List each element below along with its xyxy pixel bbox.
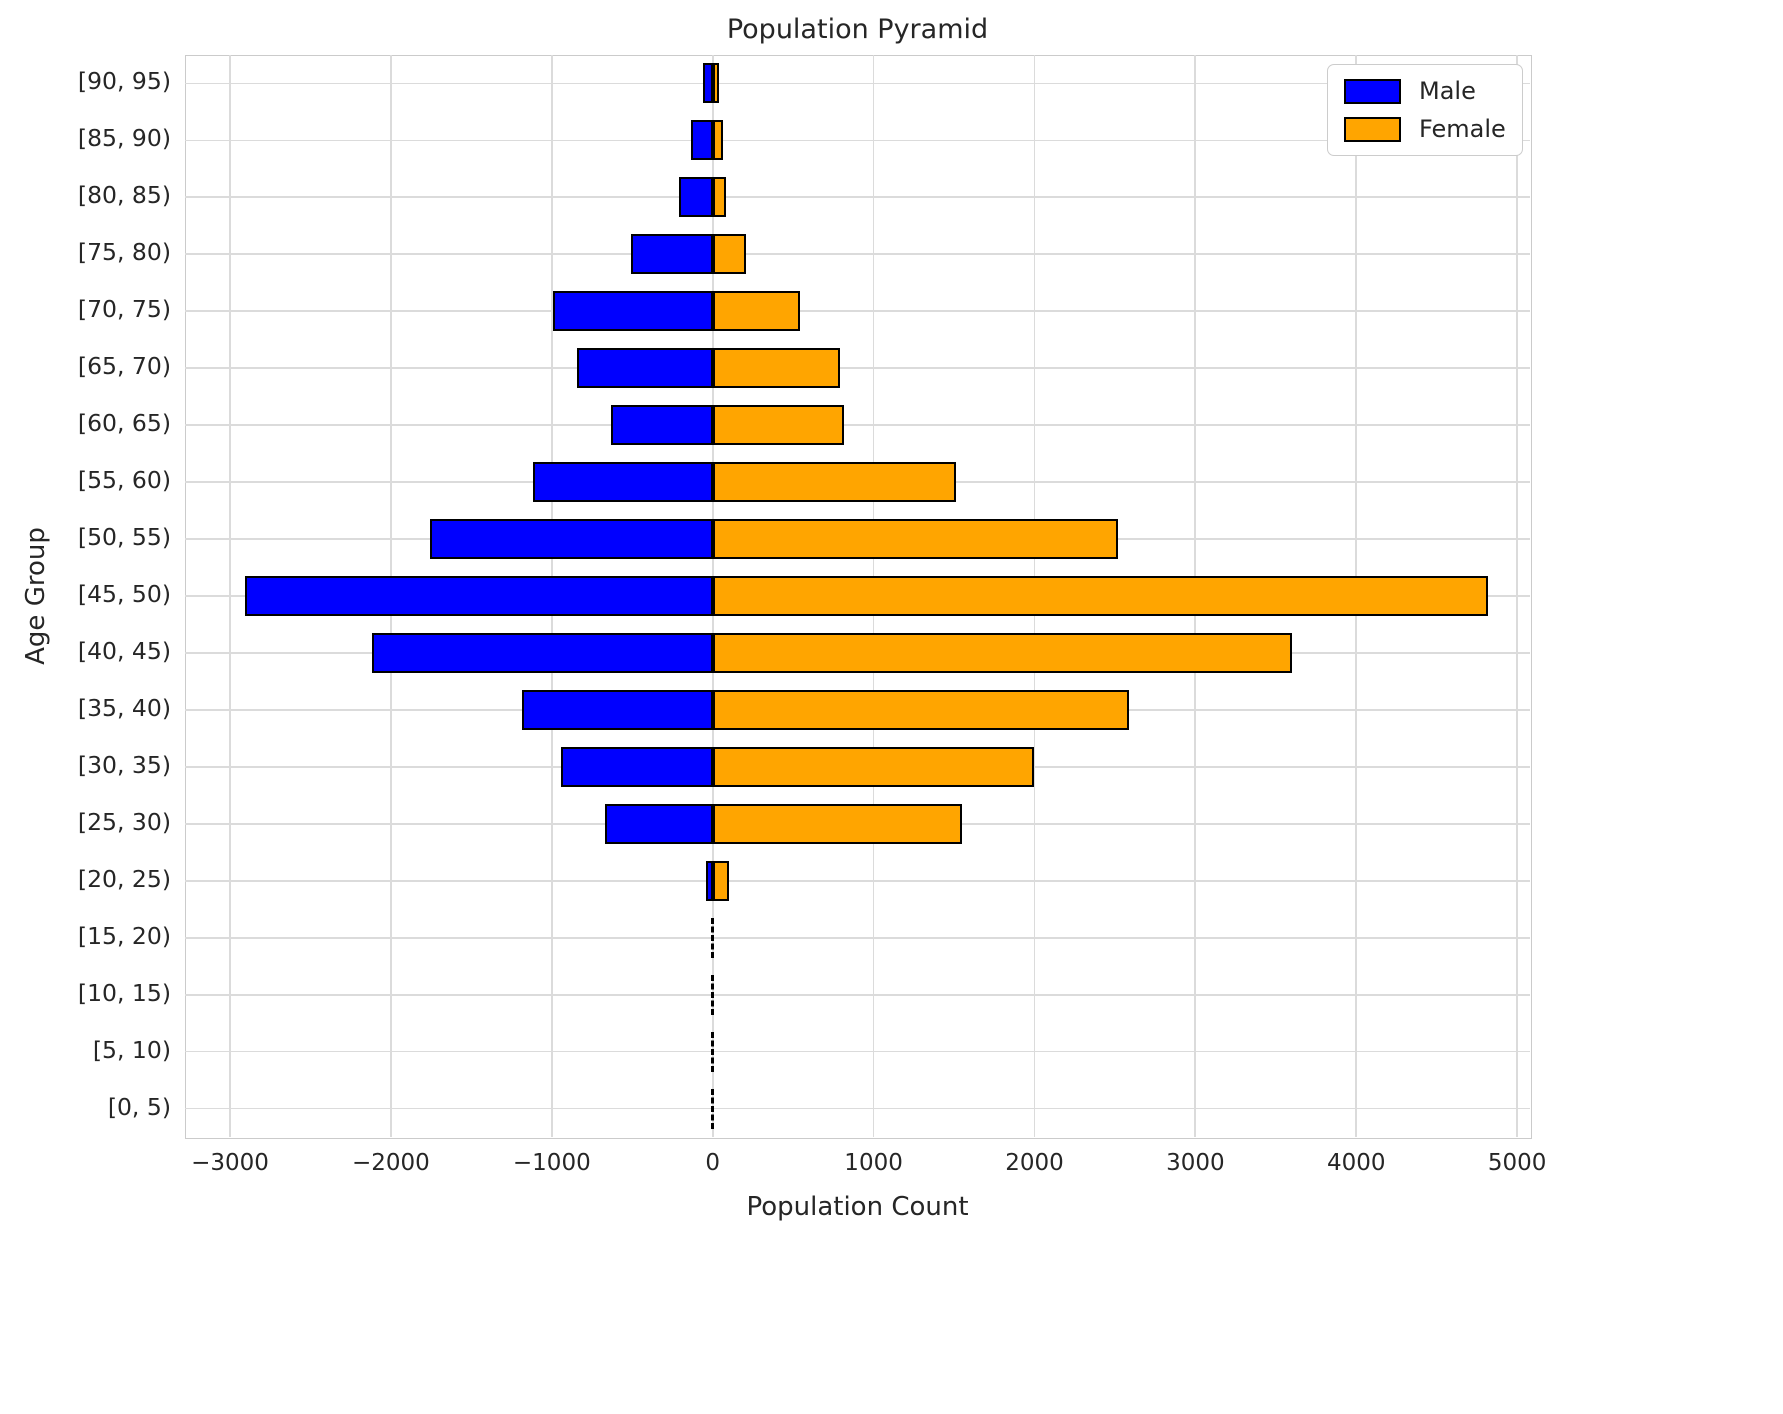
y-tick-label: [40, 45) [77,636,171,665]
y-tick-label: [65, 70) [77,352,171,381]
bar-male [604,803,713,844]
x-tick-label: −1000 [512,1150,591,1176]
y-gridline [185,196,1530,199]
bar-female [712,803,963,844]
bar-male [631,234,713,275]
y-tick-label: [10, 15) [77,978,171,1007]
bar-male [576,348,713,389]
legend-item-female: Female [1344,115,1506,143]
bar-female [712,234,746,275]
bar-female [712,348,840,389]
bar-female [712,177,727,218]
bar-female [712,689,1130,730]
y-gridline [185,253,1530,256]
bar-female [712,120,724,161]
bar-male [522,689,713,730]
bar-female [712,405,844,446]
x-gridline [1516,55,1519,1137]
x-tick-label: 5000 [1487,1150,1547,1176]
y-tick-label: [70, 75) [77,295,171,324]
zero-value-marker [711,974,715,1015]
y-gridline [185,367,1530,370]
bar-female [712,291,800,332]
bar-male [429,519,713,560]
x-axis-label: Population Count [746,1192,969,1222]
legend-label: Male [1419,77,1476,105]
bar-male [690,120,713,161]
y-tick-label: [0, 5) [107,1092,171,1121]
legend-swatch-female [1344,116,1401,142]
y-gridline [185,310,1530,313]
y-tick-label: [90, 95) [77,67,171,96]
y-tick-label: [50, 55) [77,523,171,552]
bar-female [712,519,1119,560]
bar-male [703,63,713,104]
y-tick-label: [85, 90) [77,124,171,153]
y-tick-label: [80, 85) [77,181,171,210]
y-gridline [185,139,1530,142]
bar-female [712,462,956,503]
y-tick-label: [30, 35) [77,750,171,779]
x-tick-label: 1000 [844,1150,903,1176]
legend-label: Female [1419,115,1506,143]
legend-item-male: Male [1344,77,1506,105]
x-gridline [229,55,231,1137]
y-tick-label: [5, 10) [92,1035,171,1064]
bar-female [712,746,1035,787]
y-gridline [185,1050,1530,1053]
legend: Male Female [1327,64,1523,156]
y-gridline [185,424,1530,427]
bar-female [712,63,719,104]
x-tick-label: 2000 [1005,1150,1064,1176]
x-tick-label: 0 [705,1150,721,1176]
bar-male [533,462,713,503]
x-gridline [711,55,714,1137]
y-tick-label: [15, 20) [77,921,171,950]
y-tick-label: [60, 65) [77,409,171,438]
zero-value-marker [711,917,715,958]
y-gridline [185,1107,1530,1110]
y-tick-label: [45, 50) [77,580,171,608]
y-tick-label: [55, 60) [77,466,171,495]
y-gridline [185,936,1530,939]
x-tick-label: −3000 [191,1150,269,1176]
chart-title: Population Pyramid [726,14,989,45]
bar-male [611,405,713,446]
x-tick-label: −2000 [352,1150,430,1176]
y-tick-label: [25, 30) [77,807,171,836]
x-tick-label: 4000 [1326,1150,1386,1176]
bar-male [561,746,713,787]
bar-male [706,860,713,901]
bar-male [372,632,713,673]
y-gridline [185,879,1530,882]
zero-value-marker [711,1088,715,1129]
bar-female [712,860,729,901]
y-gridline [185,993,1530,996]
bar-male [553,291,713,332]
bar-male [678,177,713,218]
bar-male [245,576,713,616]
zero-value-marker [711,1031,715,1072]
legend-swatch-male [1344,78,1401,104]
x-tick-label: 3000 [1166,1150,1225,1176]
y-tick-label: [75, 80) [77,238,171,267]
bar-female [712,632,1292,673]
y-gridline [185,82,1530,85]
bar-female [712,576,1489,616]
y-tick-label: [35, 40) [77,693,171,722]
y-tick-label: [20, 25) [77,864,171,893]
